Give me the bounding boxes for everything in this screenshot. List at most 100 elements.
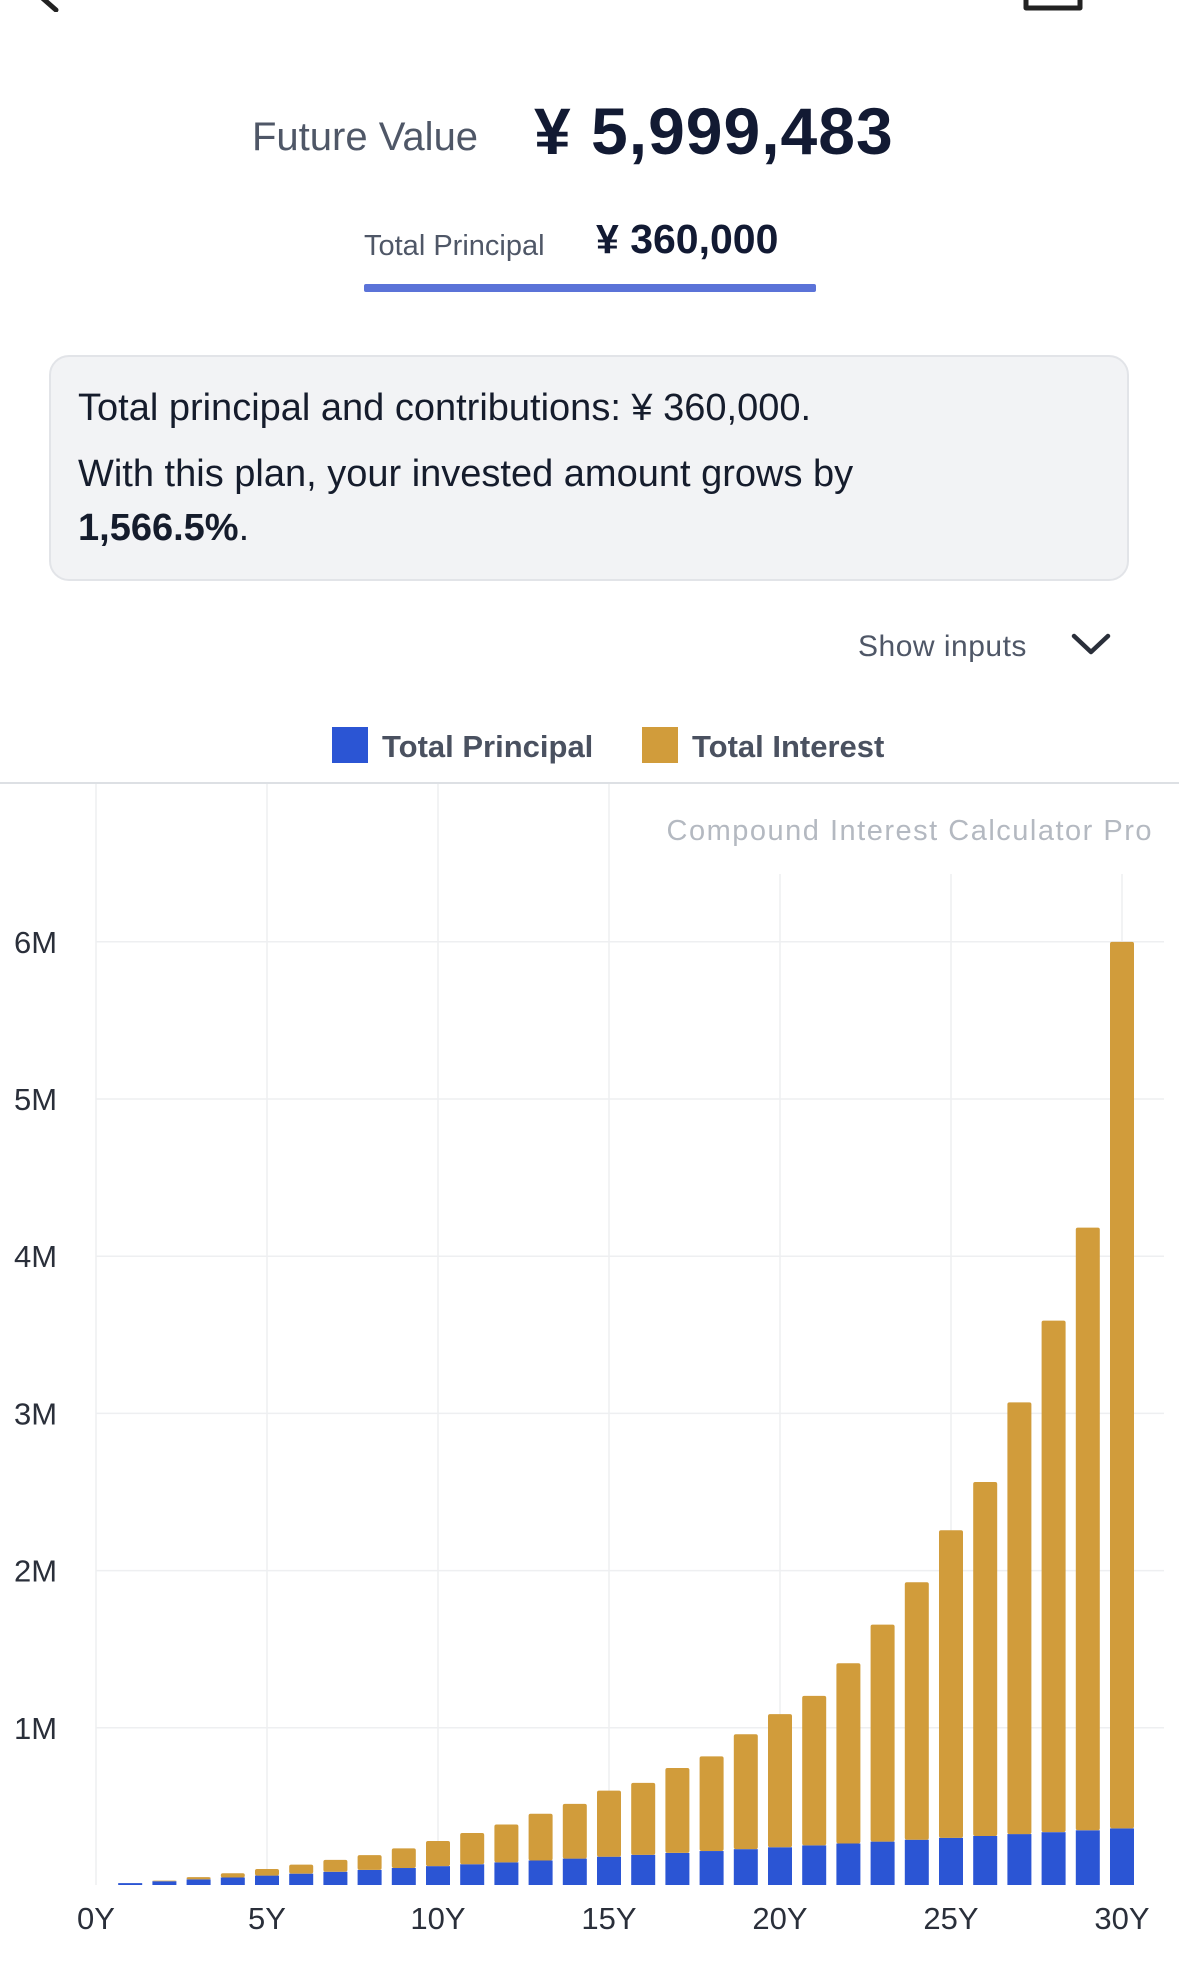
bar-interest [1007, 1402, 1032, 1835]
legend-item-total-interest[interactable]: Total Interest [642, 723, 902, 764]
bar-principal [802, 1845, 827, 1885]
bar-interest [426, 1840, 450, 1867]
bar-interest [597, 1790, 621, 1857]
bar-principal [870, 1841, 895, 1885]
bar-principal [1041, 1832, 1066, 1885]
bar-principal [289, 1873, 314, 1885]
bar-interest [255, 1868, 279, 1876]
summary-growth-text: With this plan, your invested amount gro… [78, 453, 854, 495]
bar-principal [255, 1875, 279, 1885]
tab-total-principal[interactable]: Total Principal ¥ 360,000 [364, 210, 816, 294]
legend-label: Total Principal [382, 729, 594, 764]
bar-interest [699, 1756, 724, 1852]
bar-interest [460, 1832, 485, 1865]
y-tick-label: 4M [14, 1239, 57, 1274]
bar-principal [118, 1883, 143, 1885]
bar-principal [426, 1866, 450, 1885]
bar-interest [973, 1481, 998, 1836]
chart-legend: Total Principal Total Interest [0, 715, 1179, 771]
y-tick-label: 6M [14, 925, 57, 960]
future-value-label: Future Value [252, 115, 479, 159]
bar-interest [836, 1663, 861, 1844]
bar-principal [665, 1852, 690, 1885]
bar-principal [733, 1849, 758, 1885]
future-value-amount: ¥ 5,999,483 [534, 94, 894, 168]
x-tick-label: 10Y [410, 1901, 465, 1936]
bar-principal [836, 1843, 861, 1885]
bar-interest [494, 1824, 519, 1863]
bar-principal [631, 1854, 656, 1885]
chevron-down-icon [1071, 633, 1111, 655]
tab-label: Total Principal [364, 230, 545, 262]
bar-principal [1110, 1828, 1134, 1885]
legend-item-total-principal[interactable]: Total Principal [332, 723, 602, 764]
y-tick-label: 2M [14, 1554, 57, 1589]
bar-principal [1007, 1834, 1032, 1885]
bar-interest [152, 1880, 177, 1882]
show-inputs-label: Show inputs [858, 630, 1027, 663]
bar-principal [494, 1862, 519, 1885]
bar-principal [562, 1858, 587, 1885]
bar-interest [528, 1813, 553, 1861]
bar-principal [460, 1864, 485, 1885]
bar-interest [1075, 1227, 1100, 1831]
bar-interest [870, 1624, 895, 1842]
y-tick-label: 3M [14, 1396, 57, 1431]
export-icon[interactable] [1020, 0, 1086, 14]
bar-principal [186, 1879, 211, 1885]
x-tick-label: 15Y [581, 1901, 636, 1936]
x-tick-label: 20Y [752, 1901, 807, 1936]
bar-interest [1110, 941, 1134, 1829]
legend-swatch-principal [332, 727, 368, 763]
bar-interest [768, 1714, 792, 1848]
bar-principal [152, 1881, 177, 1885]
bar-principal [528, 1860, 553, 1885]
bar-interest [323, 1859, 348, 1872]
bar-interest [562, 1803, 587, 1859]
bar-principal [597, 1856, 621, 1885]
bar-principal [220, 1877, 245, 1885]
bar-interest [220, 1873, 245, 1878]
bar-principal [699, 1851, 724, 1885]
bar-principal [973, 1835, 998, 1885]
legend-label: Total Interest [692, 729, 885, 764]
y-tick-label: 1M [14, 1711, 57, 1746]
bar-principal [939, 1837, 963, 1885]
bar-interest [391, 1848, 416, 1869]
bar-principal [391, 1868, 416, 1885]
bar-principal [904, 1839, 929, 1885]
bar-interest [186, 1877, 211, 1880]
divider [0, 782, 1179, 784]
top-bar [0, 0, 1179, 40]
bar-interest [733, 1734, 758, 1850]
tab-value: ¥ 360,000 [596, 216, 779, 262]
bar-principal [768, 1847, 792, 1885]
x-tick-label: 25Y [923, 1901, 978, 1936]
watermark: Compound Interest Calculator Pro [666, 815, 1153, 847]
bar-principal [357, 1869, 382, 1885]
bar-interest [357, 1855, 382, 1870]
summary-card: Total principal and contributions: ¥ 360… [49, 355, 1129, 581]
x-tick-label: 30Y [1094, 1901, 1149, 1936]
show-inputs-toggle[interactable]: Show inputs [858, 622, 1120, 674]
bar-principal [1075, 1830, 1100, 1885]
bar-interest [1041, 1320, 1066, 1833]
legend-swatch-interest [642, 727, 678, 763]
x-tick-label: 5Y [248, 1901, 286, 1936]
bar-interest [631, 1782, 656, 1855]
summary-total-contributions: Total principal and contributions: ¥ 360… [78, 387, 812, 429]
bar-interest [665, 1768, 690, 1853]
tab-active-indicator [364, 284, 816, 292]
stacked-bar-chart: 1M 2M 3M 4M 5M 6M 0Y 5Y 10Y 15Y 20Y 25Y 30Y [14, 784, 1164, 1936]
y-tick-label: 5M [14, 1082, 57, 1117]
bar-interest [904, 1582, 929, 1840]
summary-growth-line: 1,566.5%. [78, 507, 249, 550]
x-tick-label: 0Y [77, 1901, 115, 1936]
summary-growth-suffix: . [238, 507, 250, 549]
bar-interest [802, 1695, 827, 1846]
summary-growth-percent: 1,566.5% [78, 507, 239, 549]
bar-principal [323, 1871, 348, 1885]
bar-interest [939, 1530, 963, 1838]
future-value-row: Future Value ¥ 5,999,483 [0, 85, 1179, 175]
back-chevron-icon[interactable] [30, 0, 70, 12]
